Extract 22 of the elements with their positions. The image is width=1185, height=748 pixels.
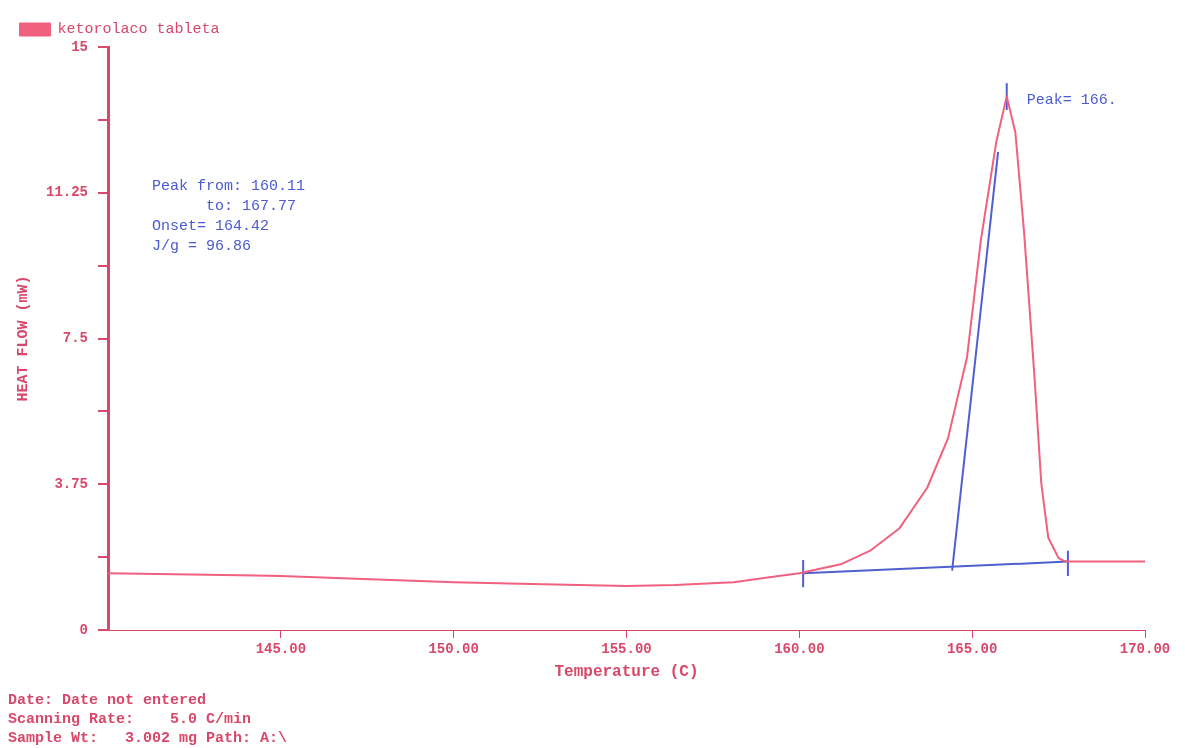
y-tick-label: 3.75 [54, 475, 89, 492]
x-tick-label: 165.00 [946, 640, 998, 657]
y-tick-label: 0 [79, 621, 89, 638]
x-tick-label: 170.00 [1119, 640, 1171, 657]
legend-label: ketorolaco tableta [57, 21, 220, 39]
y-tick-label: 15 [71, 38, 89, 55]
text: Sample Wt: 3.002 mg Path: A:\ [8, 729, 288, 747]
annotation: Peak= 166. [1026, 92, 1117, 110]
text: Scanning Rate: 5.0 C/min [8, 710, 252, 728]
x-tick-label: 155.00 [601, 640, 652, 657]
annotation: Peak from: 160.11 [152, 177, 306, 195]
x-axis-title: Temperature (C) [554, 663, 699, 682]
y-tick-label: 11.25 [45, 184, 89, 201]
annotation: J/g = 96.86 [152, 237, 252, 255]
annotation: Onset= 164.42 [152, 217, 270, 235]
x-tick-label: 145.00 [255, 640, 307, 657]
text: Date: Date not entered [8, 691, 207, 709]
y-tick-label: 7.5 [62, 330, 89, 347]
annotation: to: 167.77 [152, 197, 297, 215]
y-axis-title: HEAT FLOW (mW) [14, 275, 32, 402]
x-tick-label: 160.00 [774, 640, 825, 657]
x-tick-label: 150.00 [428, 640, 479, 657]
